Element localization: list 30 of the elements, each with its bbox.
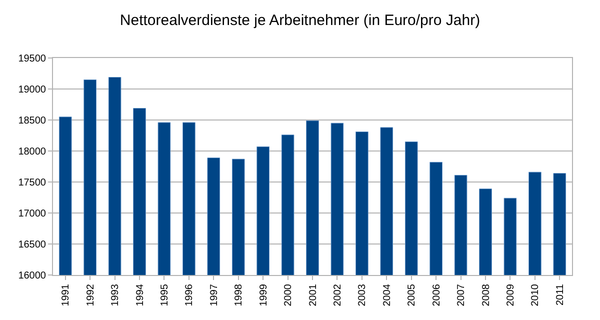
x-tick-label: 1992: [85, 284, 96, 306]
x-tick-label: 2010: [530, 284, 542, 306]
chart-title: Nettorealverdienste je Arbeitnehmer (in Euro/pro Jahr): [120, 12, 480, 29]
y-tick-label: 16000: [18, 270, 46, 282]
x-tick-label: 1998: [234, 284, 245, 306]
x-tick-label: 2000: [283, 284, 294, 306]
y-tick-label: 18500: [18, 116, 46, 126]
x-tick-label: 2009: [505, 284, 516, 306]
y-tick-label: 16500: [18, 240, 46, 250]
x-tick-label: 1997: [208, 284, 220, 306]
y-tick-label: 19000: [18, 84, 46, 96]
x-tick-label: 1991: [60, 284, 72, 306]
x-tick-label: 2003: [357, 284, 368, 306]
x-tick-label: 2011: [554, 284, 566, 306]
x-tick-label: 1993: [110, 284, 122, 306]
x-tick-label: 2006: [431, 284, 442, 306]
x-tick-label: 1995: [159, 284, 170, 306]
x-tick-label: 2007: [456, 284, 468, 306]
x-tick-label: 1996: [184, 284, 196, 306]
x-tick-label: 1994: [134, 284, 146, 306]
x-tick-label: 2004: [382, 284, 393, 306]
y-tick-label: 18000: [18, 146, 46, 158]
y-tick-label: 17500: [18, 178, 46, 188]
x-tick-label: 2008: [480, 284, 492, 306]
y-tick-label: 17000: [18, 208, 46, 220]
x-tick-label: 1999: [258, 284, 270, 306]
x-tick-label: 2002: [332, 284, 344, 306]
y-tick-label: 19500: [18, 54, 46, 64]
x-tick-label: 2005: [406, 284, 418, 306]
x-tick-label: 2001: [308, 284, 319, 306]
